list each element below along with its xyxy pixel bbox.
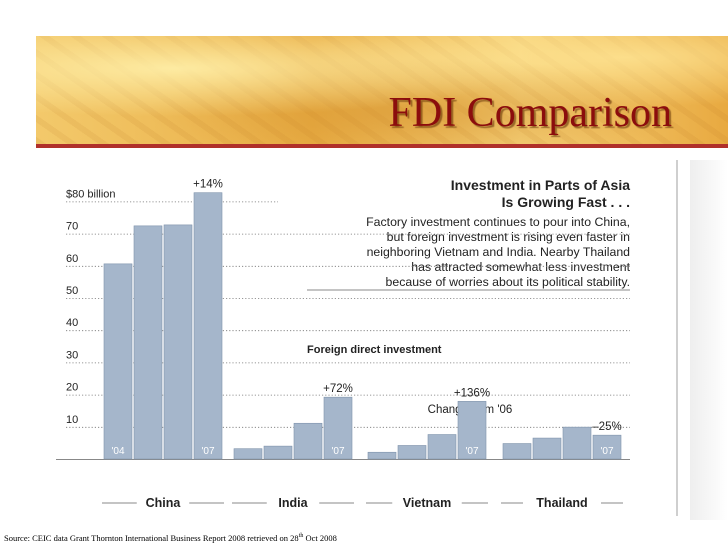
y-tick-label: $80 billion [66,188,116,200]
chart-subtitle-line: but foreign investment is rising even fa… [387,230,630,244]
bar-year-label: '07 [201,446,214,457]
bar [263,445,293,460]
source-note: Source: CEIC data Grant Thornton Interna… [4,533,337,543]
bar [163,224,193,460]
y-tick-label: 40 [66,317,78,329]
bar-year-label: '07 [331,446,344,457]
title-banner [36,36,728,144]
chart-panel: Investment in Parts of Asia Is Growing Fa… [48,160,678,516]
change-value-label: +136% [454,387,490,399]
bar-year-label: '07 [465,446,478,457]
bar [427,434,457,460]
bar-year-label: '07 [600,446,613,457]
chart-subtitle-line: neighboring Vietnam and India. Nearby Th… [367,245,631,259]
change-value-label: +14% [193,179,223,191]
source-superscript: th [298,533,304,540]
chart-title-line: Is Growing Fast . . . [502,194,630,210]
chart-title-line: Investment in Parts of Asia [451,177,630,193]
bar [397,445,427,460]
group-label: Vietnam [403,496,451,510]
change-value-label: –25% [592,421,621,433]
bar-year-label: '04 [111,446,124,457]
y-tick-label: 60 [66,253,78,265]
bar [103,263,133,460]
group-label: India [278,496,308,510]
y-tick-label: 70 [66,221,78,233]
series-label: Foreign direct investment [307,344,442,356]
title-rule [36,144,728,148]
bar [502,443,532,460]
chart-subtitle-line: has attracted somewhat less investment [411,260,630,274]
bar [532,437,562,460]
bar [367,451,397,460]
bar [233,448,263,460]
bar [133,225,163,460]
chart-subtitle-line: Factory investment continues to pour int… [366,215,630,229]
bar [457,401,487,460]
change-value-label: +72% [323,383,353,395]
source-text: Source: CEIC data Grant Thornton Interna… [4,533,299,543]
group-label: China [146,496,182,510]
bar [293,422,323,460]
source-date: Oct 2008 [303,533,337,543]
bar [592,434,622,460]
chart-subtitle-line: because of worries about its political s… [386,275,630,289]
y-tick-label: 10 [66,414,78,426]
y-tick-label: 50 [66,285,78,297]
y-tick-label: 20 [66,382,78,394]
y-tick-label: 30 [66,349,78,361]
bar [323,396,353,460]
bar [562,426,592,460]
bar [193,192,223,460]
group-label: Thailand [536,496,587,510]
slide-title: FDI Comparison [388,90,673,136]
background-edge [690,160,728,520]
